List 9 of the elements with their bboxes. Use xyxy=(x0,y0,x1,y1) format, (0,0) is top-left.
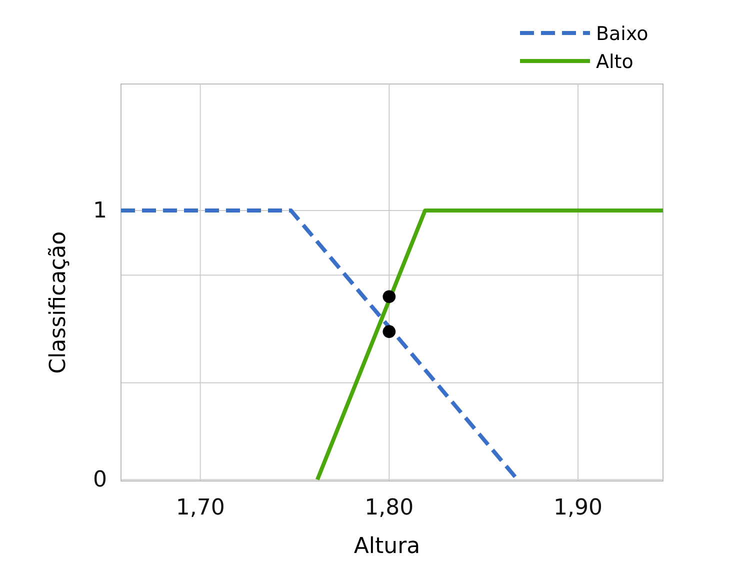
x-tick-label: 1,90 xyxy=(554,496,603,521)
y-tick-label: 0 xyxy=(93,468,107,493)
x-axis-title: Altura xyxy=(354,534,420,559)
x-tick-label: 1,70 xyxy=(176,496,225,521)
x-tick-label: 1,80 xyxy=(364,496,414,521)
y-tick-label: 1 xyxy=(93,198,107,224)
legend-label: Baixo xyxy=(596,23,648,45)
legend-label: Alto xyxy=(596,51,634,73)
y-axis-title: Classificação xyxy=(46,231,71,374)
